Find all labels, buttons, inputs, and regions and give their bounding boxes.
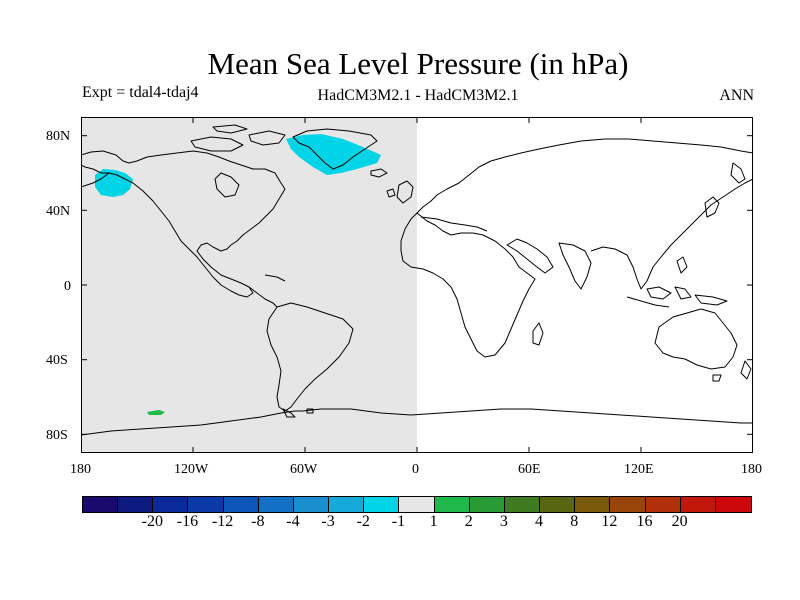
lon-tick-180w: 180 xyxy=(70,462,91,477)
colorbar-swatch xyxy=(118,497,154,512)
colorbar-label: -8 xyxy=(251,513,265,530)
colorbar-label: 16 xyxy=(636,513,653,530)
western-hemisphere-shading xyxy=(81,117,417,453)
model-label: HadCM3M2.1 - HadCM3M2.1 xyxy=(317,87,519,104)
colorbar-label: 12 xyxy=(601,513,618,530)
colorbar-label: 8 xyxy=(570,513,579,530)
map-panel xyxy=(81,117,753,453)
map-title: Mean Sea Level Pressure (in hPa) xyxy=(207,46,629,81)
lon-tick-120w: 120W xyxy=(174,462,209,477)
colorbar-label: -12 xyxy=(211,513,234,530)
colorbar-swatch xyxy=(540,497,576,512)
anomaly-patch-south-pacific xyxy=(147,410,165,415)
colorbar xyxy=(82,496,752,513)
lat-tick-0: 0 xyxy=(64,279,71,294)
colorbar-swatch xyxy=(329,497,365,512)
colorbar-swatch xyxy=(504,497,541,512)
period-label: ANN xyxy=(719,87,754,104)
experiment-label: Expt = tdal4-tdaj4 xyxy=(82,84,199,101)
colorbar-label: 4 xyxy=(535,513,544,530)
colorbar-swatch xyxy=(153,497,189,512)
lat-tick-80s: 80S xyxy=(46,428,68,443)
colorbar-label: 2 xyxy=(464,513,473,530)
colorbar-label: -20 xyxy=(141,513,163,530)
colorbar-swatch xyxy=(680,497,716,512)
colorbar-swatch xyxy=(715,497,751,512)
colorbar-label: -16 xyxy=(176,513,199,530)
lat-tick-80n: 80N xyxy=(46,129,71,144)
lat-tick-40n: 40N xyxy=(46,204,71,219)
colorbar-swatch xyxy=(83,497,119,512)
colorbar-swatch xyxy=(364,497,400,512)
colorbar-label: -4 xyxy=(286,513,300,530)
lat-tick-40s: 40S xyxy=(46,353,68,368)
colorbar-swatch xyxy=(434,497,470,512)
colorbar-swatch xyxy=(188,497,224,512)
colorbar-swatch xyxy=(575,497,611,512)
colorbar-swatch xyxy=(258,497,294,512)
colorbar-swatch xyxy=(223,497,259,512)
lon-tick-60w: 60W xyxy=(290,462,318,477)
colorbar-swatch xyxy=(469,497,505,512)
anomaly-patch-north-atlantic xyxy=(286,134,381,175)
lon-tick-180e: 180 xyxy=(741,462,762,477)
coastlines xyxy=(81,124,753,436)
colorbar-label: -3 xyxy=(321,513,335,530)
colorbar-label: 3 xyxy=(499,513,508,530)
map-ticks xyxy=(81,117,753,453)
colorbar-swatch xyxy=(293,497,330,512)
colorbar-label: -1 xyxy=(391,513,406,530)
lon-tick-120e: 120E xyxy=(624,462,654,477)
colorbar-swatch xyxy=(645,497,681,512)
colorbar-swatch xyxy=(610,497,646,512)
colorbar-swatch xyxy=(399,497,435,512)
colorbar-label: 20 xyxy=(671,513,688,530)
colorbar-label: -2 xyxy=(356,513,370,530)
colorbar-label: 1 xyxy=(429,513,438,530)
lon-tick-60e: 60E xyxy=(518,462,541,477)
lon-tick-0: 0 xyxy=(412,462,419,477)
